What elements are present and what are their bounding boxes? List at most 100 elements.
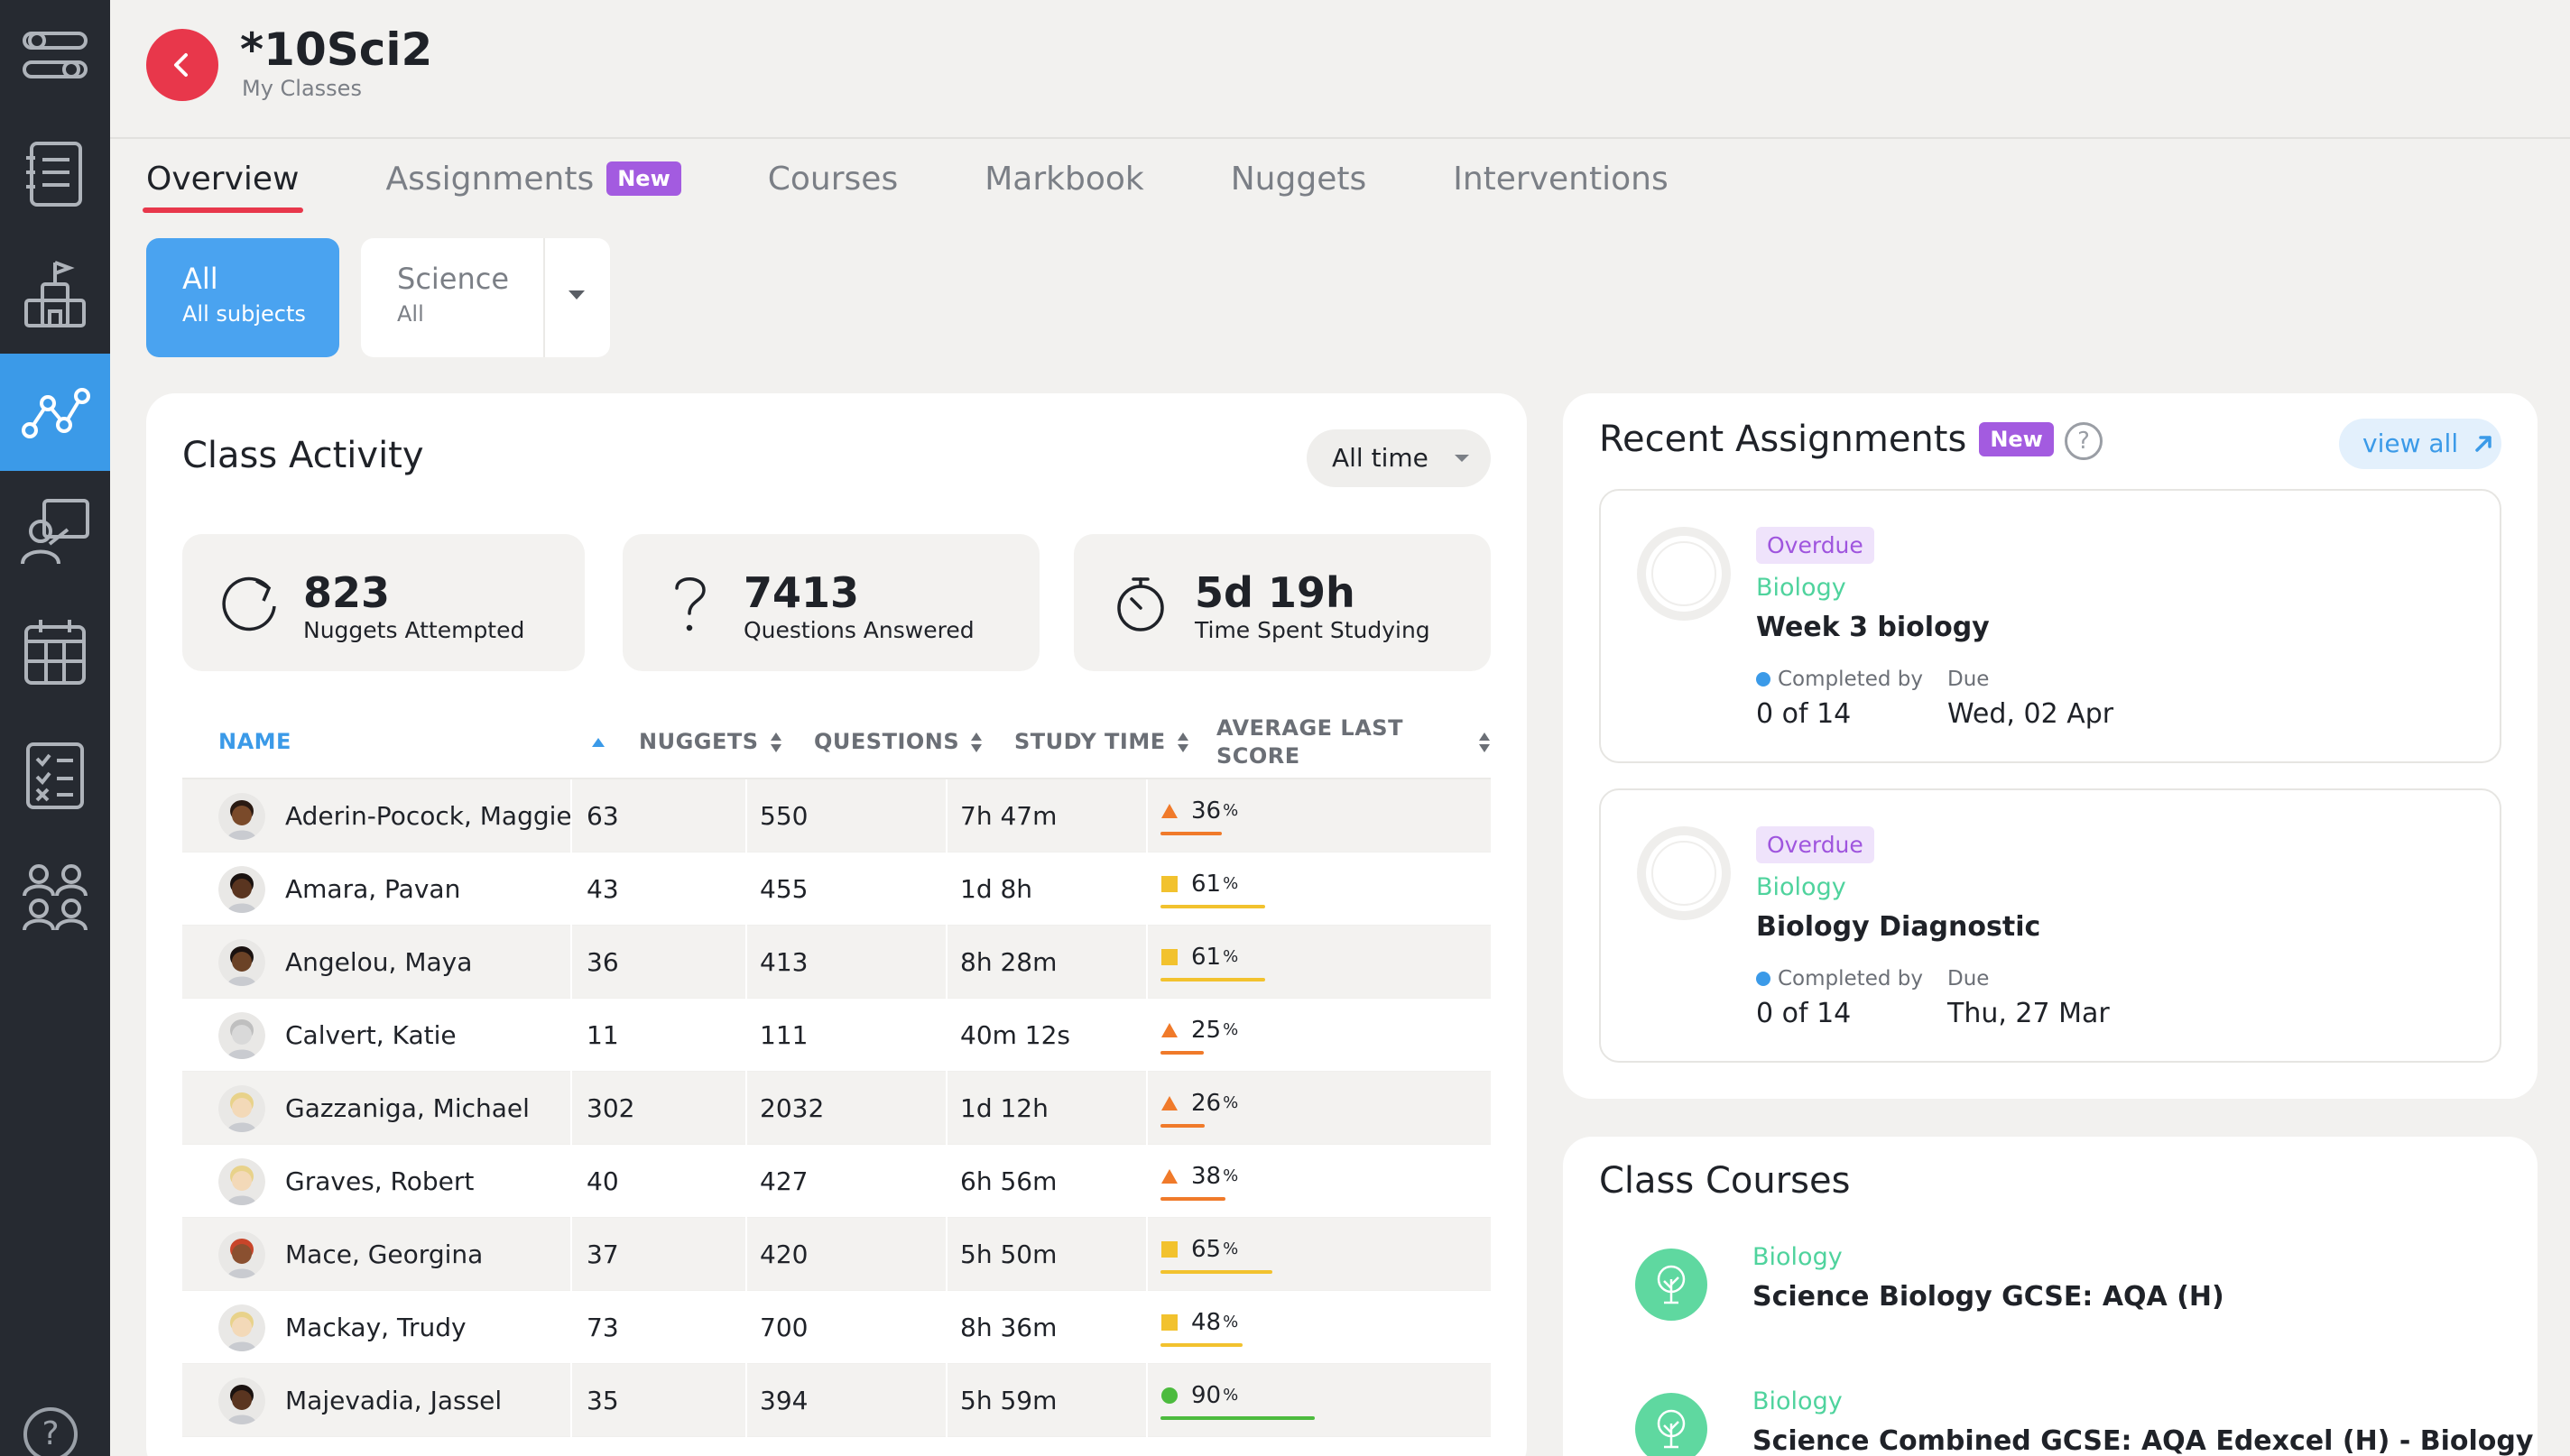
triangle-marker-icon (1161, 1095, 1178, 1110)
score-bar (1160, 1050, 1204, 1055)
score-bar (1160, 1342, 1243, 1347)
tree-icon (1635, 1249, 1707, 1321)
score-cell: 36% (1146, 779, 1491, 852)
table-row[interactable]: Angelou, Maya 36 413 8h 28m 61% (182, 926, 1491, 999)
square-marker-icon (1161, 1240, 1178, 1258)
assignment-card[interactable]: Overdue Biology Week 3 biology Completed… (1599, 489, 2501, 763)
column-header-average-score[interactable]: AVERAGE LAST SCORE (1216, 705, 1491, 779)
table-row[interactable]: Majevadia, Jassel 35 394 5h 59m 90% (182, 1364, 1491, 1437)
table-row[interactable]: Gazzaniga, Michael 302 2032 1d 12h 26% (182, 1072, 1491, 1145)
triangle-marker-icon (1161, 1022, 1178, 1037)
student-name-cell[interactable]: Gazzaniga, Michael (218, 1072, 530, 1145)
filter-science[interactable]: Science All (361, 238, 610, 357)
student-table: Aderin-Pocock, Maggie 63 550 7h 47m 36% Amara… (182, 779, 1491, 1437)
caret-down-icon[interactable] (567, 289, 587, 301)
new-badge: New (1979, 422, 2054, 456)
score-cell: 38% (1146, 1145, 1491, 1218)
tab-courses[interactable]: Courses (767, 160, 899, 198)
score-cell: 61% (1146, 926, 1491, 999)
table-row[interactable]: Amara, Pavan 43 455 1d 8h 61% (182, 852, 1491, 926)
column-header-nuggets[interactable]: NUGGETS (639, 705, 782, 779)
divider (543, 238, 545, 357)
tab-nuggets[interactable]: Nuggets (1230, 160, 1367, 198)
people-icon (23, 864, 88, 931)
student-name-cell[interactable]: Mackay, Trudy (218, 1291, 467, 1364)
student-name-cell[interactable]: Angelou, Maya (218, 926, 472, 999)
table-row[interactable]: Mackay, Trudy 73 700 8h 36m 48% (182, 1291, 1491, 1364)
column-header-name[interactable]: NAME (218, 705, 606, 779)
new-badge: New (606, 161, 681, 196)
nuggets-cell: 11 (570, 999, 745, 1072)
stat-nuggets-attempted: 823 Nuggets Attempted (182, 534, 585, 671)
document-icon (26, 142, 82, 207)
nuggets-cell: 37 (570, 1218, 745, 1291)
nuggets-cell: 63 (570, 779, 745, 852)
course-item[interactable]: Biology Science Combined GCSE: AQA Edexc… (1599, 1375, 2533, 1456)
student-name-cell[interactable]: Mace, Georgina (218, 1218, 483, 1291)
score-cell: 65% (1146, 1218, 1491, 1291)
tab-assignments[interactable]: Assignments New (386, 144, 681, 213)
student-name-cell[interactable]: Graves, Robert (218, 1145, 474, 1218)
time-range-select[interactable]: All time (1307, 429, 1491, 487)
score-bar (1160, 1196, 1225, 1201)
student-name-cell[interactable]: Aderin-Pocock, Maggie (218, 779, 572, 852)
status-badge: Overdue (1756, 826, 1874, 863)
tab-interventions[interactable]: Interventions (1453, 160, 1669, 198)
class-courses-card: Class Courses Biology Science Biology GC… (1563, 1137, 2538, 1456)
sidebar-item-checklist[interactable] (0, 716, 110, 834)
course-item[interactable]: Biology Science Biology GCSE: AQA (H) (1599, 1230, 2501, 1339)
questions-cell: 2032 (745, 1072, 946, 1145)
study-time-cell: 8h 28m (946, 926, 1146, 999)
breadcrumb[interactable]: My Classes (242, 76, 362, 101)
table-row[interactable]: Graves, Robert 40 427 6h 56m 38% (182, 1145, 1491, 1218)
page-title: *10Sci2 (240, 23, 433, 76)
nuggets-cell: 43 (570, 852, 745, 926)
score-cell: 61% (1146, 852, 1491, 926)
avatar (218, 1377, 265, 1424)
nuggets-cell: 302 (570, 1072, 745, 1145)
filter-all-subjects[interactable]: All All subjects (146, 238, 339, 357)
sort-icon (971, 733, 983, 752)
sort-icon (1177, 733, 1188, 752)
column-header-questions[interactable]: QUESTIONS (814, 705, 983, 779)
back-button[interactable] (146, 29, 218, 101)
sidebar-item-school[interactable] (0, 236, 110, 354)
score-cell: 26% (1146, 1072, 1491, 1145)
tab-markbook[interactable]: Markbook (985, 160, 1144, 198)
sidebar-item-teaching[interactable] (0, 473, 110, 590)
recent-assignments-title: Recent Assignments New (1599, 419, 2054, 460)
sidebar-item-students[interactable] (0, 839, 110, 956)
sidebar-item-documents[interactable] (0, 115, 110, 233)
study-time-cell: 8h 36m (946, 1291, 1146, 1364)
question-circle-icon[interactable]: ? (2065, 422, 2103, 460)
study-time-cell: 1d 12h (946, 1072, 1146, 1145)
sidebar-item-calendar[interactable] (0, 594, 110, 711)
page-header: *10Sci2 My Classes (110, 0, 2570, 139)
class-activity-card: Class Activity All time 823 Nuggets Atte… (146, 393, 1527, 1456)
view-all-link[interactable]: view all (2339, 419, 2501, 469)
table-row[interactable]: Calvert, Katie 11 111 40m 12s 25% (182, 999, 1491, 1072)
avatar (218, 1304, 265, 1351)
study-time-cell: 6h 56m (946, 1145, 1146, 1218)
column-header-study-time[interactable]: STUDY TIME (1014, 705, 1189, 779)
help-icon[interactable]: ? (23, 1407, 78, 1456)
questions-cell: 111 (745, 999, 946, 1072)
student-name-cell[interactable]: Calvert, Katie (218, 999, 457, 1072)
school-icon (24, 261, 86, 327)
table-row[interactable]: Mace, Georgina 37 420 5h 50m 65% (182, 1218, 1491, 1291)
nuggets-cell: 35 (570, 1364, 745, 1437)
student-name-cell[interactable]: Majevadia, Jassel (218, 1364, 502, 1437)
avatar (218, 1157, 265, 1205)
sidebar-item-analytics[interactable] (0, 354, 110, 471)
sidebar-item-sliders[interactable] (0, 0, 110, 117)
sort-icon (770, 733, 781, 752)
status-dot (1756, 672, 1770, 687)
assignment-card[interactable]: Overdue Biology Biology Diagnostic Compl… (1599, 788, 2501, 1063)
score-bar (1160, 904, 1265, 908)
refresh-icon (222, 576, 276, 631)
table-row[interactable]: Aderin-Pocock, Maggie 63 550 7h 47m 36% (182, 779, 1491, 852)
score-cell: 48% (1146, 1291, 1491, 1364)
tab-overview[interactable]: Overview (143, 144, 302, 213)
class-activity-title: Class Activity (182, 435, 424, 476)
student-name-cell[interactable]: Amara, Pavan (218, 852, 460, 926)
